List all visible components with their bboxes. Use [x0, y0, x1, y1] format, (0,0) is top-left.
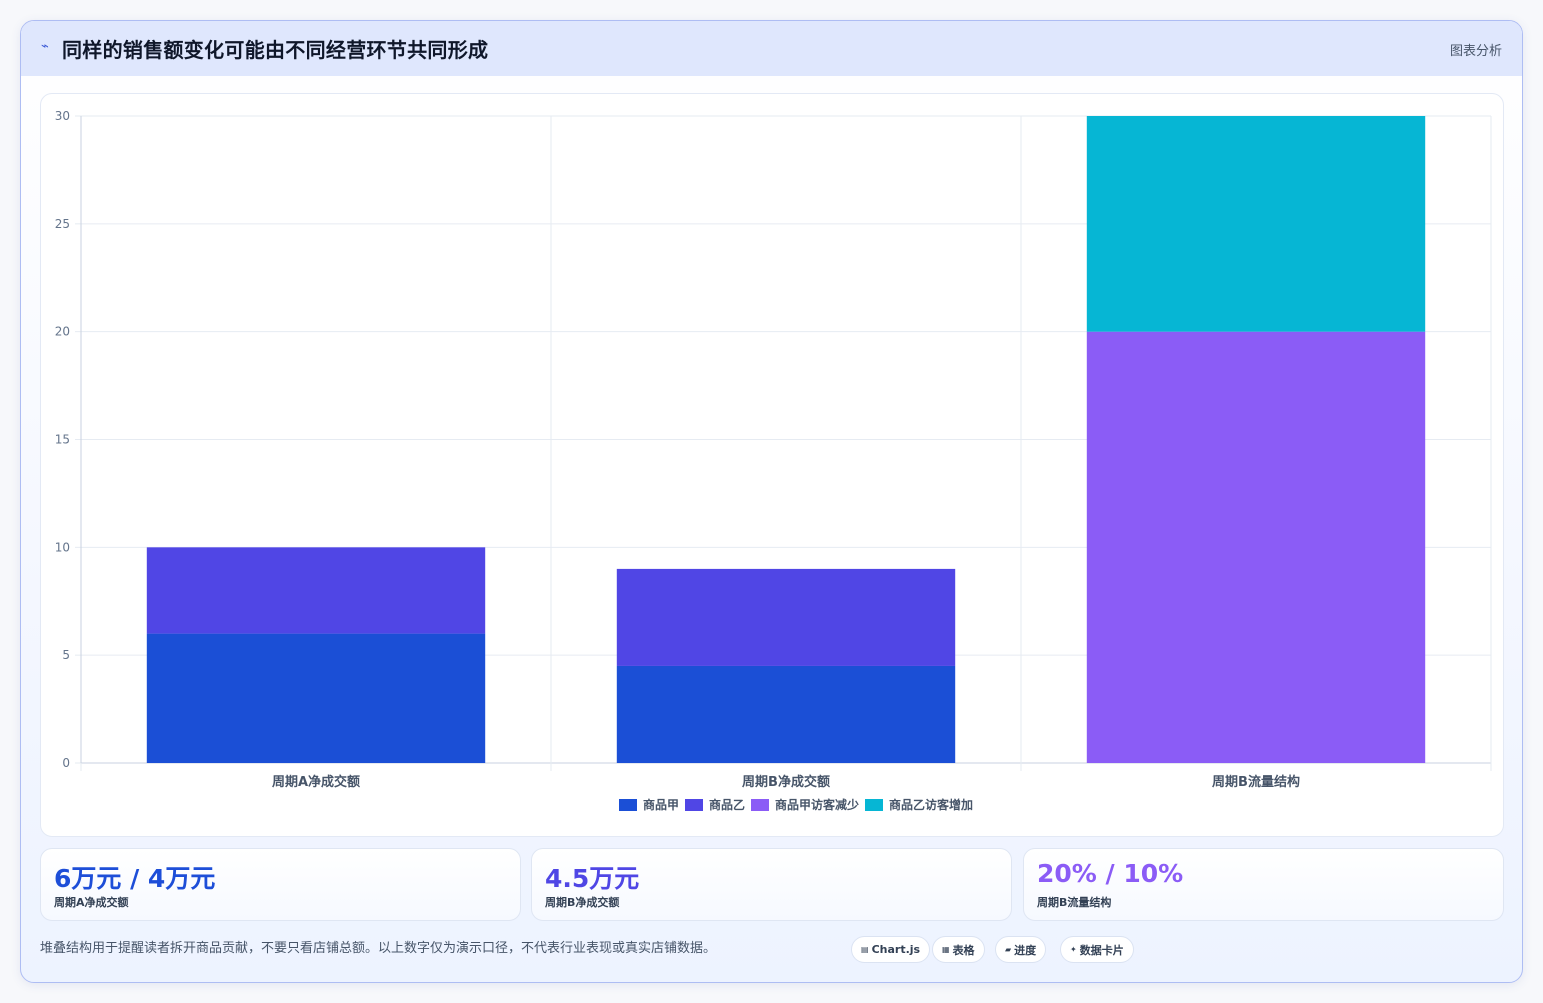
bar-segment: [1086, 331, 1426, 763]
chip-progress[interactable]: ▰ 进度: [995, 936, 1047, 963]
legend-swatch: [751, 799, 769, 811]
chart-line-icon: ⌁: [41, 39, 49, 54]
chip-label: 表格: [952, 943, 975, 957]
stat-label: 周期A净成交额: [54, 896, 129, 909]
legend-label: 商品甲访客减少: [775, 797, 859, 812]
stat-card-traffic: 20% / 10% 周期B流量结构: [1023, 848, 1504, 921]
chart-card: ⌁ 同样的销售额变化可能由不同经营环节共同形成 图表分析 0 5 10 15 20 25 3…: [20, 20, 1523, 983]
x-tick-label: 周期B流量结构: [1212, 774, 1300, 790]
y-tick-label: 20: [55, 325, 70, 339]
chip-label: 数据卡片: [1079, 943, 1124, 957]
legend-label: 商品乙访客增加: [889, 797, 973, 812]
y-tick-label: 30: [55, 109, 70, 123]
chip-label: Chart.js: [871, 943, 921, 956]
stat-card-period-a: 6万元 / 4万元 周期A净成交额: [40, 848, 521, 921]
bar-segment: [616, 665, 956, 763]
progress-icon: ▰: [1005, 945, 1012, 954]
bar-segment: [146, 633, 486, 763]
legend-swatch: [685, 799, 703, 811]
stat-label: 周期B净成交额: [545, 896, 620, 909]
stat-label: 周期B流量结构: [1037, 896, 1112, 909]
stat-card-period-b: 4.5万元 周期B净成交额: [531, 848, 1012, 921]
bar-segment: [616, 568, 956, 666]
footnote: 堆叠结构用于提醒读者拆开商品贡献，不要只看店铺总额。以上数字仅为演示口径，不代表…: [40, 941, 717, 956]
chip-data-card[interactable]: ✦ 数据卡片: [1060, 936, 1134, 963]
stat-value: 20% / 10%: [1037, 859, 1184, 888]
bar-segment: [1086, 116, 1426, 332]
legend-label: 商品甲: [643, 797, 679, 812]
y-tick-label: 15: [55, 433, 70, 447]
chip-chartjs[interactable]: ▤ Chart.js: [851, 936, 931, 963]
stat-value: 6万元 / 4万元: [54, 864, 216, 893]
bar-segment: [146, 547, 486, 634]
y-tick-label: 0: [62, 756, 70, 770]
y-tick-label: 25: [55, 217, 70, 231]
y-tick-label: 10: [55, 540, 70, 554]
sparkle-icon: ✦: [1070, 945, 1077, 954]
chip-table[interactable]: ▦ 表格: [932, 936, 985, 963]
card-title: 同样的销售额变化可能由不同经营环节共同形成: [62, 38, 489, 62]
x-tick-label: 周期A净成交额: [272, 774, 360, 790]
legend-label: 商品乙: [709, 797, 745, 812]
chart-icon: ▤: [861, 945, 869, 954]
stat-value: 4.5万元: [545, 864, 640, 893]
x-tick-label: 周期B净成交额: [742, 774, 830, 790]
legend-swatch: [865, 799, 883, 811]
chip-label: 进度: [1014, 943, 1037, 957]
legend-swatch: [619, 799, 637, 811]
chart-panel: 0 5 10 15 20 25 30 周期A净成交额 周期B净成交额 周期B流量结构商品甲 商品乙 商…: [40, 93, 1504, 837]
chart-analysis-tag: 图表分析: [1449, 44, 1502, 59]
card-header: ⌁ 同样的销售额变化可能由不同经营环节共同形成 图表分析: [21, 21, 1522, 76]
table-icon: ▦: [942, 945, 950, 954]
y-tick-label: 5: [62, 648, 70, 662]
